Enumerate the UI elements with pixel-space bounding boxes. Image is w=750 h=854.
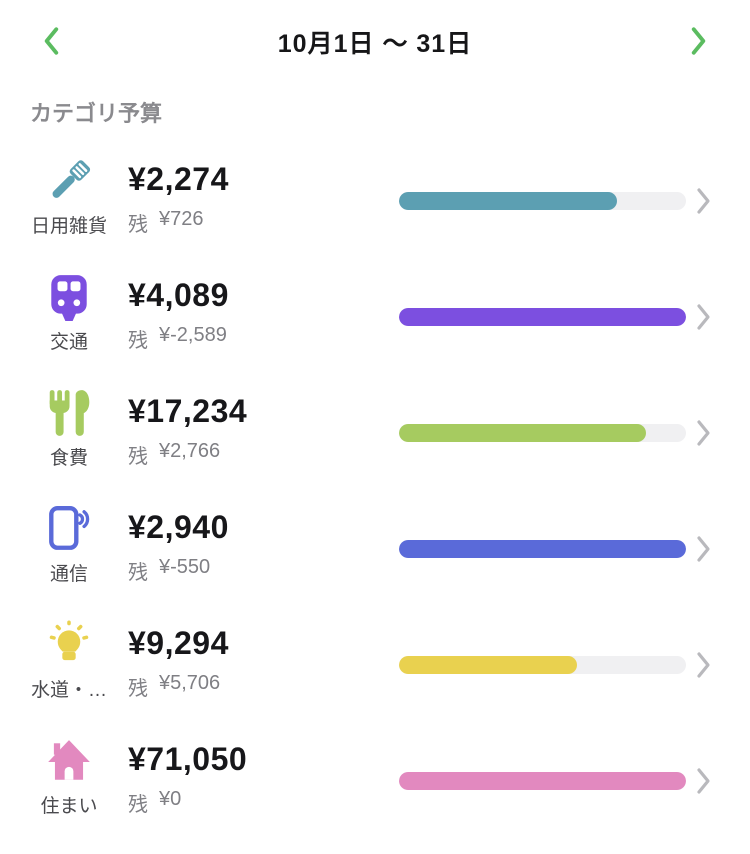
budget-progress-fill [399,656,577,674]
chevron-right-icon [687,25,709,60]
spent-amount: ¥17,234 [128,393,248,429]
budget-row-communication[interactable]: 通信 ¥2,940 残 ¥-550 [0,504,750,602]
spent-amount: ¥2,274 [128,161,229,197]
cutlery-icon [44,388,94,438]
budget-progress-track [399,656,686,674]
budget-row-housing[interactable]: 住まい ¥71,050 残 ¥0 [0,736,750,834]
budget-progress-track [399,308,686,326]
toothbrush-icon [44,156,94,206]
budget-progress-track [399,192,686,210]
budget-row-utilities[interactable]: 水道・… ¥9,294 残 ¥5,706 [0,620,750,718]
chevron-right-icon [696,535,712,568]
budget-progress-fill [399,424,647,442]
spent-amount: ¥2,940 [128,509,229,545]
budget-progress-track [399,540,686,558]
budget-progress-fill [399,308,686,326]
chevron-right-icon [696,419,712,452]
spent-amount: ¥4,089 [128,277,229,313]
budget-row-food[interactable]: 食費 ¥17,234 残 ¥2,766 [0,388,750,486]
budget-row-daily-goods[interactable]: 日用雑貨 ¥2,274 残 ¥726 [0,156,750,254]
remaining-amount: 残 ¥726 [128,208,204,236]
category-label: 通信 [49,564,88,585]
period-title: 10月1日 〜 31日 [277,30,473,58]
category-label: 日用雑貨 [30,216,107,237]
remaining-amount: 残 ¥2,766 [128,440,221,468]
remaining-amount: 残 ¥5,706 [128,672,221,700]
lightbulb-icon [44,620,94,670]
spent-amount: ¥71,050 [128,741,248,777]
remaining-amount: 残 ¥-550 [128,556,211,584]
train-icon [44,272,94,322]
section-title: カテゴリ予算 [30,101,163,126]
remaining-amount: 残 ¥-2,589 [128,324,227,352]
chevron-right-icon [696,651,712,684]
spent-amount: ¥9,294 [128,625,229,661]
budget-progress-track [399,424,686,442]
budget-progress-fill [399,540,686,558]
chevron-right-icon [696,767,712,800]
phone-icon [44,504,94,554]
budget-progress-track [399,772,686,790]
category-label: 住まい [40,796,98,817]
remaining-amount: 残 ¥0 [128,788,182,816]
period-header: 10月1日 〜 31日 [0,0,750,60]
budget-progress-fill [399,772,686,790]
budget-row-transport[interactable]: 交通 ¥4,089 残 ¥-2,589 [0,272,750,370]
prev-period-button[interactable] [34,24,70,60]
chevron-left-icon [41,25,63,60]
category-budget-list: 日用雑貨 ¥2,274 残 ¥726 [0,156,750,834]
category-label: 水道・… [30,680,107,701]
category-label: 交通 [49,332,88,353]
chevron-right-icon [696,187,712,220]
chevron-right-icon [696,303,712,336]
category-label: 食費 [49,448,88,469]
next-period-button[interactable] [680,24,716,60]
budget-progress-fill [399,192,617,210]
house-icon [44,736,94,786]
